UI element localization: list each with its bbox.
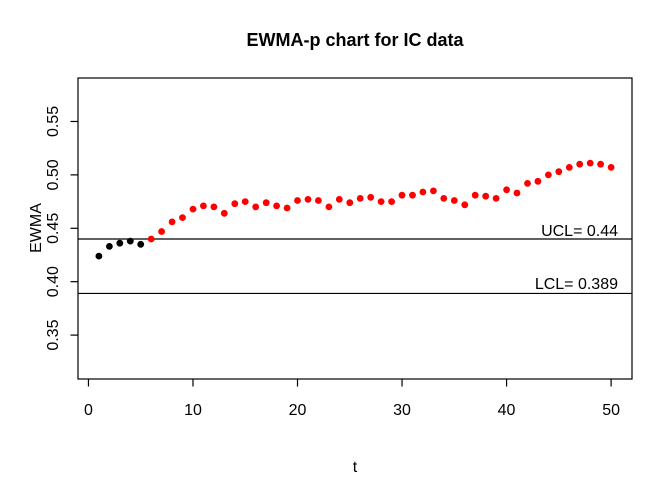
data-point-monitored (335, 196, 343, 203)
data-point-monitored (482, 192, 490, 200)
data-point-monitored (356, 195, 364, 202)
y-tick-label: 0.40 (45, 266, 62, 297)
x-axis-title: t (353, 459, 358, 476)
data-point-monitored (158, 228, 166, 235)
data-point-in-control-start (106, 243, 113, 250)
data-point-in-control-start (126, 237, 134, 245)
data-point-monitored (586, 159, 594, 167)
data-point-monitored (430, 187, 437, 195)
data-point-monitored (388, 198, 395, 206)
data-point-monitored (147, 235, 155, 243)
data-point-monitored (252, 203, 260, 211)
data-point-monitored (450, 197, 458, 204)
data-point-monitored (492, 195, 500, 202)
data-point-monitored (513, 189, 521, 197)
y-tick-label: 0.35 (45, 319, 62, 350)
x-tick-label: 0 (84, 402, 93, 419)
data-point-monitored (545, 171, 552, 179)
data-point-monitored (283, 204, 291, 212)
data-point-monitored (419, 188, 427, 196)
data-point-monitored (325, 203, 333, 211)
data-point-monitored (597, 160, 604, 168)
data-point-in-control-start (137, 240, 145, 248)
chart-title: EWMA-p chart for IC data (246, 30, 464, 50)
x-tick-label: 30 (393, 402, 411, 419)
data-point-monitored (189, 205, 197, 213)
data-point-monitored (304, 196, 312, 203)
data-point-monitored (179, 214, 186, 222)
data-point-monitored (607, 164, 615, 171)
y-tick-label: 0.45 (45, 213, 62, 244)
y-tick-label: 0.50 (45, 159, 62, 190)
plot-area: 0 10 20 30 40 50 0.35 0.40 0.45 0.50 0.55 (45, 77, 633, 419)
data-point-monitored (273, 202, 280, 210)
data-point-monitored (241, 198, 249, 206)
ucl-label: UCL= 0.44 (541, 223, 618, 240)
data-point-monitored (262, 199, 270, 207)
data-point-monitored (367, 193, 375, 201)
data-point-monitored (524, 180, 531, 187)
data-point-monitored (555, 168, 563, 176)
data-point-monitored (315, 197, 322, 204)
data-point-in-control-start (95, 252, 103, 260)
data-point-monitored (210, 203, 218, 211)
data-point-monitored (231, 200, 239, 208)
data-point-monitored (565, 164, 573, 171)
data-point-monitored (294, 197, 301, 204)
data-point-monitored (409, 191, 416, 199)
data-point-monitored (168, 218, 176, 226)
y-axis-title: EWMA (28, 203, 45, 253)
lcl-label: LCL= 0.389 (535, 276, 618, 293)
data-point-monitored (440, 195, 448, 202)
data-point-monitored (398, 191, 406, 199)
data-point-monitored (503, 186, 510, 194)
data-point-monitored (220, 209, 228, 217)
data-point-monitored (346, 199, 354, 207)
data-point-monitored (471, 191, 479, 199)
x-tick-label: 50 (602, 402, 620, 419)
x-tick-label: 20 (289, 402, 307, 419)
y-tick-label: 0.55 (45, 106, 62, 137)
data-point-monitored (534, 177, 542, 185)
x-tick-label: 10 (184, 402, 202, 419)
data-point-monitored (461, 201, 469, 209)
x-tick-label: 40 (498, 402, 516, 419)
data-point-monitored (200, 202, 207, 210)
data-point-monitored (377, 198, 385, 206)
data-point-monitored (576, 160, 584, 168)
data-point-in-control-start (116, 239, 124, 247)
